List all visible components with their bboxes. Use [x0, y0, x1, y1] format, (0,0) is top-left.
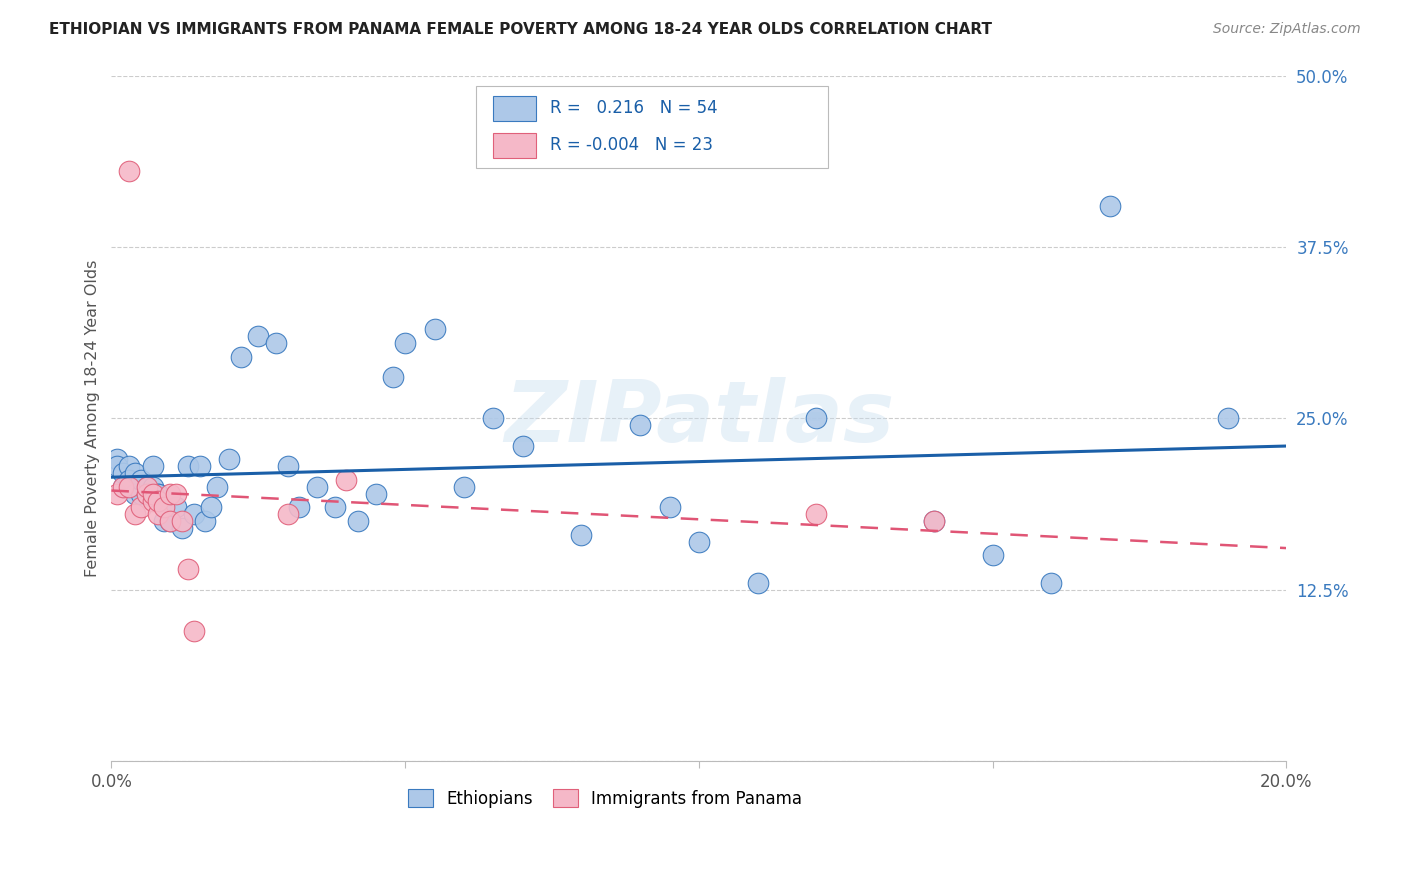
Point — [364, 486, 387, 500]
FancyBboxPatch shape — [494, 96, 536, 120]
Point — [153, 514, 176, 528]
Point — [135, 486, 157, 500]
Point — [288, 500, 311, 515]
Point — [512, 439, 534, 453]
Point — [141, 486, 163, 500]
Point — [148, 486, 170, 500]
Point — [658, 500, 681, 515]
Text: R = -0.004   N = 23: R = -0.004 N = 23 — [550, 136, 713, 154]
Point — [135, 486, 157, 500]
Text: ETHIOPIAN VS IMMIGRANTS FROM PANAMA FEMALE POVERTY AMONG 18-24 YEAR OLDS CORRELA: ETHIOPIAN VS IMMIGRANTS FROM PANAMA FEMA… — [49, 22, 993, 37]
Point — [153, 500, 176, 515]
FancyBboxPatch shape — [475, 86, 828, 168]
Point — [423, 322, 446, 336]
Point — [170, 521, 193, 535]
Point — [112, 466, 135, 480]
Point — [129, 500, 152, 515]
Point — [105, 486, 128, 500]
Point — [194, 514, 217, 528]
Point — [482, 411, 505, 425]
Point — [628, 418, 651, 433]
Point — [135, 480, 157, 494]
Point — [922, 514, 945, 528]
Point — [264, 335, 287, 350]
Point — [277, 508, 299, 522]
Point — [806, 508, 828, 522]
Point — [118, 164, 141, 178]
Point — [129, 486, 152, 500]
Point — [118, 459, 141, 474]
Point — [806, 411, 828, 425]
Point — [747, 575, 769, 590]
Point — [141, 493, 163, 508]
Text: R =   0.216   N = 54: R = 0.216 N = 54 — [550, 99, 717, 118]
Point — [105, 459, 128, 474]
Point — [323, 500, 346, 515]
Point — [124, 486, 146, 500]
Point — [218, 452, 240, 467]
Point — [347, 514, 370, 528]
Point — [141, 480, 163, 494]
Text: Source: ZipAtlas.com: Source: ZipAtlas.com — [1213, 22, 1361, 37]
Point — [981, 549, 1004, 563]
Point — [382, 370, 405, 384]
Point — [177, 459, 200, 474]
Y-axis label: Female Poverty Among 18-24 Year Olds: Female Poverty Among 18-24 Year Olds — [86, 260, 100, 577]
Point — [170, 514, 193, 528]
Point — [205, 480, 228, 494]
Point — [148, 486, 170, 500]
Point — [247, 329, 270, 343]
Point — [394, 335, 416, 350]
Point — [141, 459, 163, 474]
Text: ZIPatlas: ZIPatlas — [503, 376, 894, 459]
Point — [1099, 199, 1122, 213]
Point — [129, 473, 152, 487]
Point — [105, 452, 128, 467]
Point — [112, 480, 135, 494]
Point — [159, 486, 181, 500]
Point — [1040, 575, 1063, 590]
Point — [571, 528, 593, 542]
Point — [135, 480, 157, 494]
Point — [305, 480, 328, 494]
Point — [177, 562, 200, 576]
Legend: Ethiopians, Immigrants from Panama: Ethiopians, Immigrants from Panama — [401, 782, 808, 814]
Point — [148, 508, 170, 522]
Point — [183, 508, 205, 522]
Point — [229, 350, 252, 364]
Point — [200, 500, 222, 515]
Point — [335, 473, 357, 487]
Point — [159, 514, 181, 528]
Point — [1216, 411, 1239, 425]
Point — [183, 624, 205, 638]
Point — [153, 500, 176, 515]
Point — [188, 459, 211, 474]
Point — [453, 480, 475, 494]
Point — [118, 473, 141, 487]
Point — [148, 493, 170, 508]
Point — [118, 480, 141, 494]
Point — [922, 514, 945, 528]
Point — [688, 534, 710, 549]
Point — [159, 514, 181, 528]
Point — [124, 466, 146, 480]
Point — [165, 486, 187, 500]
Point — [112, 480, 135, 494]
FancyBboxPatch shape — [494, 133, 536, 158]
Point — [165, 500, 187, 515]
Point — [277, 459, 299, 474]
Point — [124, 508, 146, 522]
